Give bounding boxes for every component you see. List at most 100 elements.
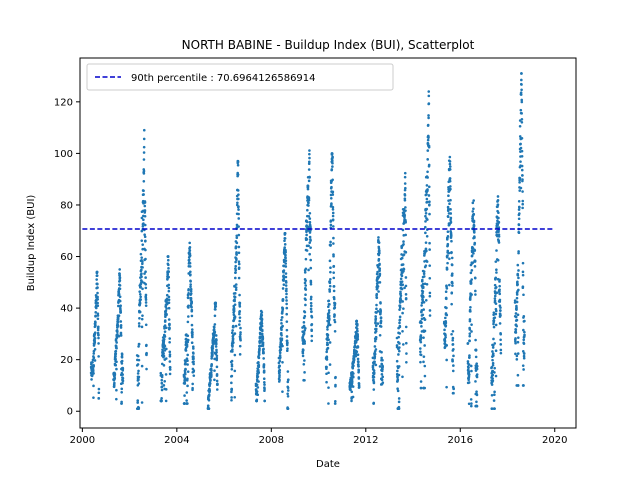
data-point	[517, 208, 521, 211]
data-point	[90, 378, 93, 381]
data-point	[517, 288, 520, 292]
data-point	[404, 276, 408, 279]
data-point	[332, 242, 335, 245]
data-point	[328, 290, 332, 293]
data-point	[192, 374, 196, 377]
data-point	[492, 344, 495, 347]
data-point	[424, 214, 427, 218]
data-point	[114, 363, 118, 367]
data-point	[519, 93, 523, 96]
data-point	[191, 382, 194, 386]
data-point	[330, 185, 333, 189]
data-point	[492, 354, 495, 357]
data-point	[145, 343, 148, 347]
data-point	[473, 276, 477, 280]
data-point	[516, 384, 520, 387]
data-point	[499, 332, 503, 336]
data-point	[142, 145, 146, 149]
data-point	[114, 352, 118, 356]
data-point	[168, 372, 172, 376]
data-point	[349, 388, 352, 392]
data-point	[165, 293, 169, 297]
data-point	[466, 360, 470, 363]
data-point	[260, 332, 264, 336]
data-point	[280, 334, 283, 337]
data-point	[351, 395, 355, 399]
data-point	[401, 263, 405, 266]
data-point	[284, 272, 288, 275]
data-point	[375, 307, 378, 311]
data-point	[399, 292, 402, 295]
data-point	[232, 325, 235, 329]
data-point	[491, 379, 495, 383]
data-point	[518, 176, 522, 180]
data-point	[514, 337, 517, 340]
data-point	[113, 372, 117, 376]
data-point	[448, 155, 452, 159]
data-point	[186, 353, 189, 357]
data-point	[189, 270, 192, 274]
data-point	[520, 118, 524, 121]
data-point	[327, 299, 331, 303]
data-point	[285, 335, 289, 338]
y-axis: 0 20 40 60 80 100 120	[54, 97, 80, 418]
data-point	[522, 354, 526, 358]
data-point	[445, 267, 449, 271]
data-point	[168, 326, 171, 330]
data-point	[186, 363, 189, 366]
data-point	[518, 189, 522, 192]
data-point	[117, 290, 121, 294]
data-point	[475, 373, 479, 376]
data-point	[404, 284, 408, 288]
data-point	[448, 283, 451, 287]
data-point	[423, 364, 427, 368]
data-point	[445, 297, 448, 301]
data-point	[515, 293, 519, 296]
data-point	[329, 219, 333, 222]
data-point	[255, 390, 259, 393]
data-point	[445, 385, 448, 389]
data-point	[426, 170, 429, 174]
data-point	[498, 288, 501, 291]
data-point	[376, 270, 379, 274]
data-point	[165, 307, 168, 310]
data-point	[520, 168, 524, 172]
data-point	[186, 370, 190, 373]
data-point	[256, 368, 260, 372]
data-point	[494, 323, 498, 327]
data-point	[516, 280, 519, 284]
data-point	[491, 350, 494, 353]
data-point	[515, 318, 519, 322]
data-point	[403, 171, 407, 175]
data-point	[467, 366, 470, 369]
data-point	[168, 368, 172, 371]
data-point	[522, 368, 525, 371]
data-point	[304, 293, 307, 297]
data-point	[447, 194, 450, 198]
data-point	[308, 231, 312, 234]
data-point	[377, 290, 380, 293]
data-point	[330, 168, 334, 171]
data-point	[95, 270, 99, 274]
data-point	[136, 363, 140, 366]
data-point	[404, 233, 408, 237]
data-point	[214, 308, 217, 311]
data-point	[234, 271, 237, 274]
data-point	[190, 314, 194, 318]
data-point	[470, 404, 473, 408]
y-tick-label: 100	[54, 149, 73, 160]
data-point	[452, 364, 455, 367]
data-point	[428, 264, 432, 267]
data-point	[327, 371, 330, 375]
data-point	[475, 375, 479, 379]
x-axis: 2000 2004 2008 2012 2016 2020	[70, 428, 567, 446]
data-point	[514, 331, 518, 334]
data-point	[499, 314, 502, 317]
data-point	[371, 364, 375, 367]
data-point	[307, 201, 310, 205]
data-point	[331, 214, 335, 218]
data-point	[443, 328, 446, 332]
data-point	[396, 387, 399, 391]
data-point	[237, 262, 241, 266]
data-point	[163, 319, 167, 322]
